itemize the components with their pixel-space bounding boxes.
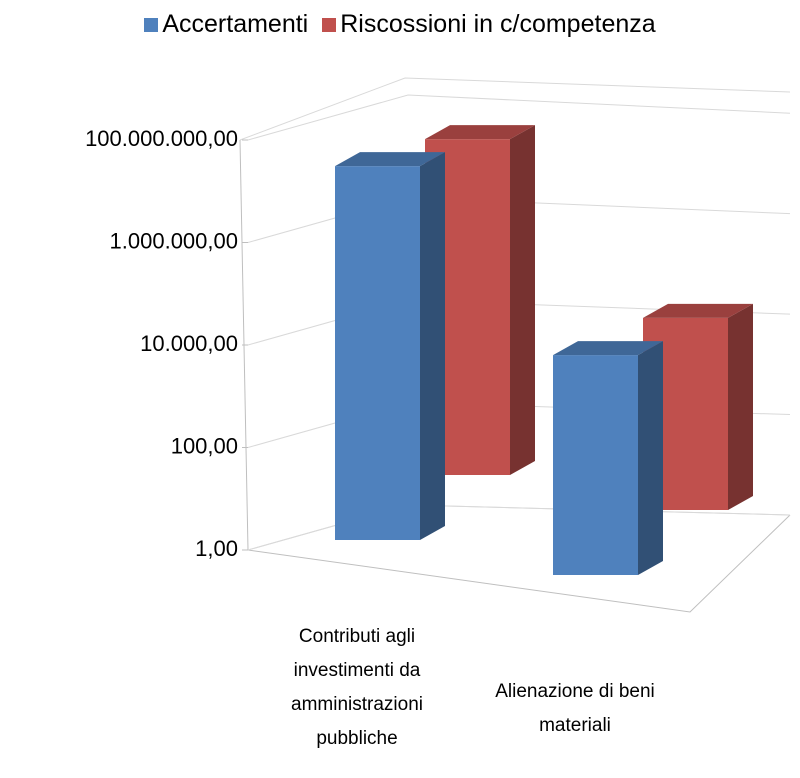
bar [335, 152, 445, 541]
legend-item: Accertamenti [144, 10, 308, 39]
y-tick-label: 1,00 [195, 536, 238, 561]
bar [553, 341, 663, 575]
bar-top [643, 303, 753, 318]
bar-front [553, 355, 638, 575]
x-tick-label: Contributi agli investimenti da amminist… [291, 626, 423, 749]
y-tick-label: 100,00 [171, 433, 238, 458]
y-tick-label: 1.000.000,00 [110, 228, 238, 253]
bar-top [553, 341, 663, 356]
legend: Accertamenti Riscossioni in c/competenza [0, 10, 800, 39]
bar-side [510, 125, 535, 475]
grid-line [247, 94, 791, 141]
back-wall [239, 77, 791, 141]
bar [643, 303, 753, 510]
legend-label: Accertamenti [162, 10, 309, 38]
bar-side [420, 152, 445, 541]
bar-top [425, 125, 535, 140]
y-tick-label: 100.000.000,00 [85, 126, 238, 151]
floor-front [247, 514, 791, 613]
bar-side [728, 303, 753, 510]
x-tick-label: Alienazione di beni materiali [495, 681, 655, 736]
legend-item: Riscossioni in c/competenza [322, 10, 656, 39]
legend-swatch [322, 17, 337, 32]
bar-front [335, 166, 420, 541]
bar-top [335, 152, 445, 167]
bar-side [638, 341, 663, 575]
legend-label: Riscossioni in c/competenza [340, 10, 656, 38]
grid-line [247, 504, 791, 551]
legend-swatch [144, 17, 159, 32]
y-tick-label: 10.000,00 [140, 331, 238, 356]
